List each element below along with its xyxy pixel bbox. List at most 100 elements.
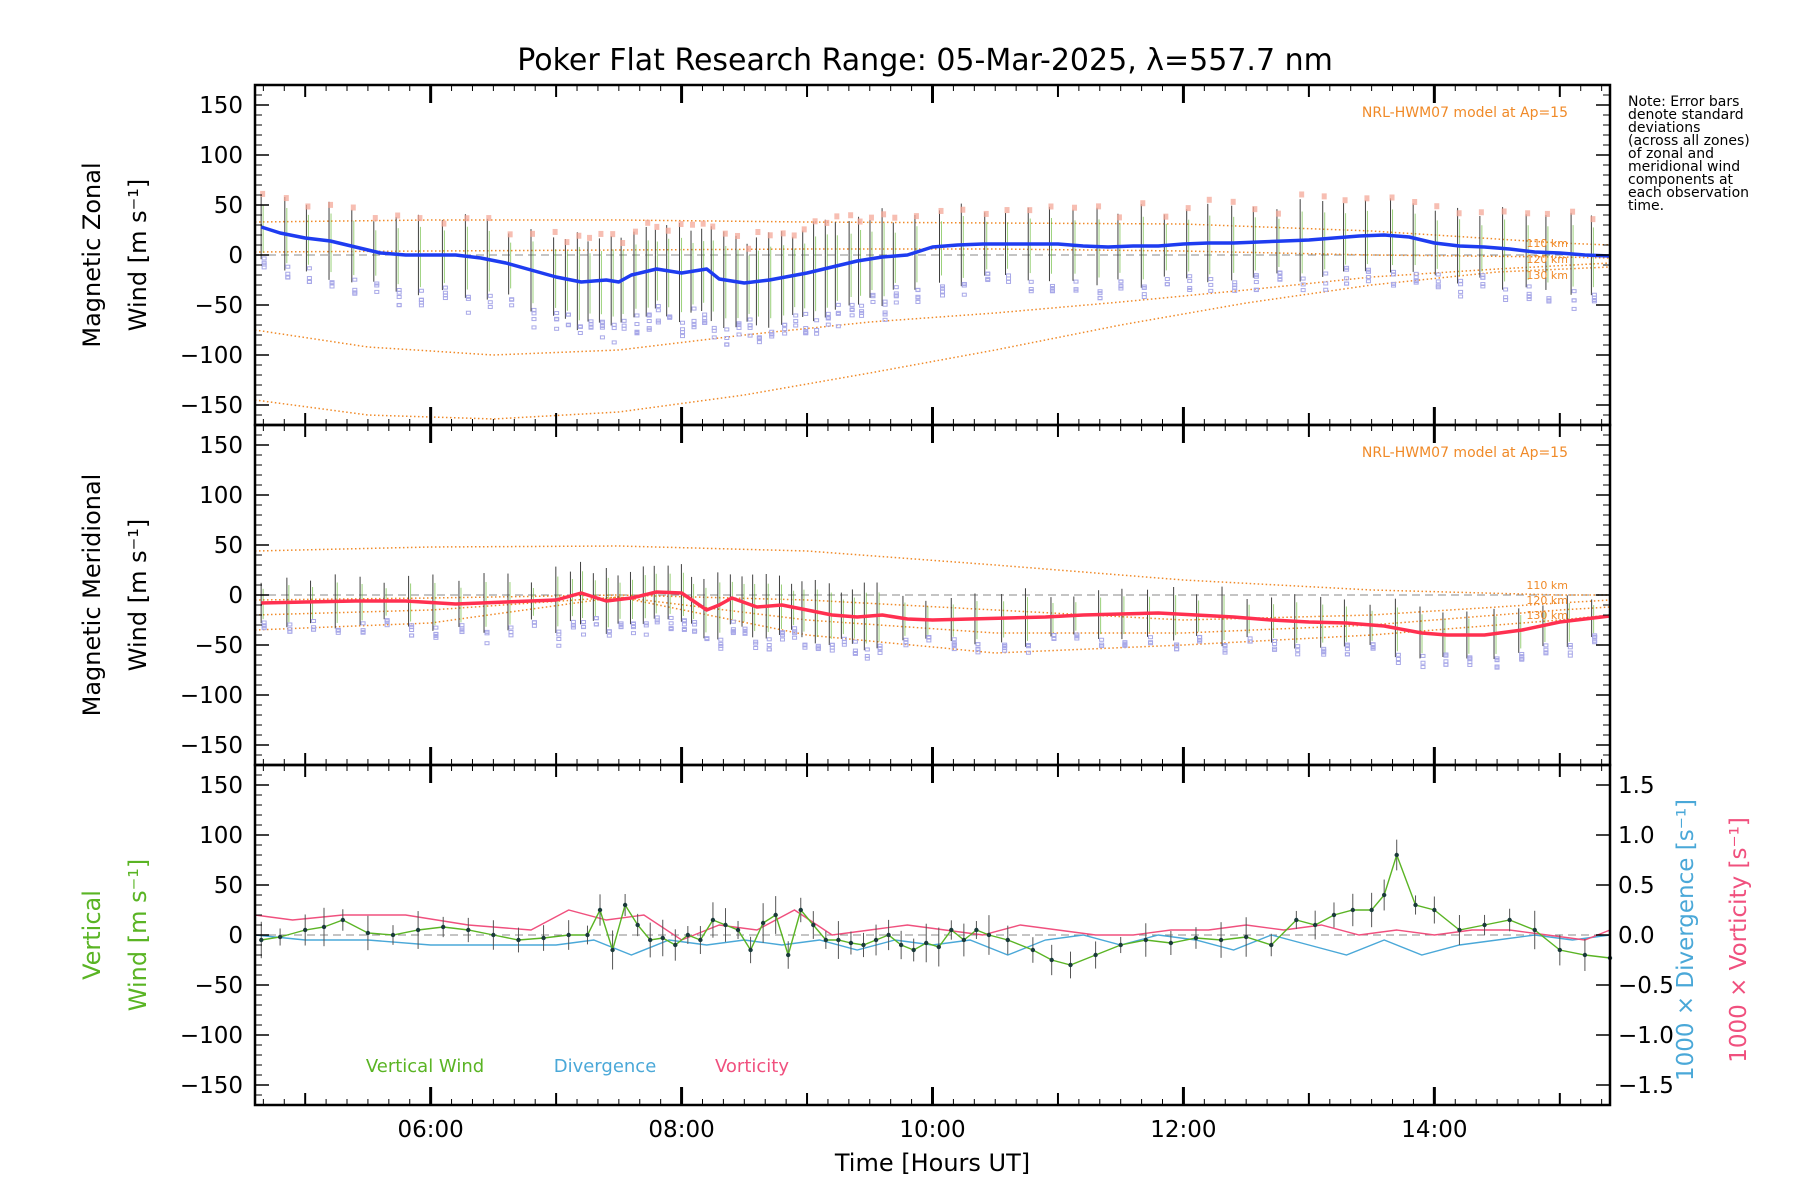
y-tick-label: −150 [180,1073,243,1099]
zone-point [611,326,617,331]
zone-point-upper [1072,204,1078,211]
zone-point-upper [598,230,604,237]
zone-point [730,629,736,634]
zone-point [1435,283,1441,288]
y-tick-label: −100 [180,1023,243,1049]
zone-point [864,656,870,661]
zone-point-upper [767,232,773,239]
zone-point [1272,647,1278,652]
zone-point-upper [610,231,616,238]
zone-point-upper [552,228,558,235]
zone-point [1526,294,1532,299]
zone-point [1208,282,1214,287]
zone-point [877,643,883,648]
zone-point-upper [1252,206,1258,213]
zone-point [1567,642,1573,647]
vertical-wind-point [516,937,521,943]
zone-point [951,637,957,642]
zone-point [261,256,267,261]
zone-point [396,287,402,292]
y-axis-label-line: Wind [m s⁻¹] [124,179,152,331]
zone-point [599,335,605,340]
zone-point [691,323,697,328]
zone-point [442,285,448,290]
vorticity-line [254,909,1611,941]
y-axis-label-line: Magnetic Meridional [78,474,106,717]
zone-point [852,639,858,644]
zone-point [465,310,471,315]
vertical-wind-point [811,922,816,928]
right-y-tick-label: 0.0 [1618,923,1655,949]
x-tick-label: 06:00 [397,1117,463,1143]
zone-point [396,303,402,308]
vertical-wind-point [773,912,778,918]
vorticity-axis-label: 1000 × Vorticity [s⁻¹] [1726,817,1752,1063]
zone-point [1051,632,1057,637]
zone-point [940,284,946,289]
zone-point [1344,647,1350,652]
zone-point [1443,659,1449,664]
zone-point [803,326,809,331]
model-level-label: 110 km [1526,579,1568,592]
zone-point-upper [1206,196,1212,203]
model-curve [254,266,1611,420]
zone-point [577,330,583,335]
zone-point [1187,285,1193,290]
zone-point [985,271,991,276]
right-y-tick-label: 1.5 [1618,773,1655,799]
note-line: time. [1628,198,1665,214]
zone-point [409,623,415,628]
zone-point [1253,280,1259,285]
vertical-wind-point [466,927,471,933]
vertical-wind-point [1243,934,1249,940]
zone-point [1073,288,1079,293]
y-tick-label: −50 [194,293,243,319]
zone-point [1344,643,1350,648]
zone-point [654,615,660,620]
vertical-wind-point [1381,892,1387,898]
zone-point [825,322,831,327]
zone-point [1567,650,1573,655]
vertical-wind-point [974,927,979,933]
zone-point [261,260,267,265]
zone-point [335,628,341,633]
zone-point [1277,270,1283,275]
vertical-wind-point [786,952,791,958]
vertical-wind-point [585,932,590,938]
zone-point [951,647,957,652]
zone-point-upper [1478,209,1484,216]
zone-point [1208,277,1214,282]
vertical-wind-point [673,942,678,948]
zone-point [1118,286,1124,291]
zone-point [374,281,380,286]
zone-point-upper [576,232,582,239]
zonal-wind-line [260,225,1611,285]
zone-point [1494,665,1500,670]
zone-point [893,293,899,298]
zone-point [1049,283,1055,288]
vertical-wind-point [365,930,371,936]
zone-point [1420,660,1426,665]
vertical-wind-point [1432,907,1437,913]
zone-point [849,313,855,318]
zone-point-upper [1163,213,1169,220]
model-curve [254,262,1611,356]
zone-point-upper [960,206,966,213]
vertical-wind-point [566,932,571,938]
zone-point [1164,277,1170,282]
zone-point [829,642,835,647]
vertical-wind-point [1093,952,1098,958]
zone-point [877,646,883,651]
zone-point [681,618,687,623]
vertical-wind-point [1312,922,1318,928]
zone-point-upper [700,220,706,227]
zone-point [508,625,514,630]
zone-point [793,323,799,328]
zone-point [681,628,687,633]
zone-point-upper [1185,205,1191,212]
zone-point [724,327,730,332]
zone-point [859,309,865,314]
zone-point [1253,274,1259,279]
zone-point [306,276,312,281]
